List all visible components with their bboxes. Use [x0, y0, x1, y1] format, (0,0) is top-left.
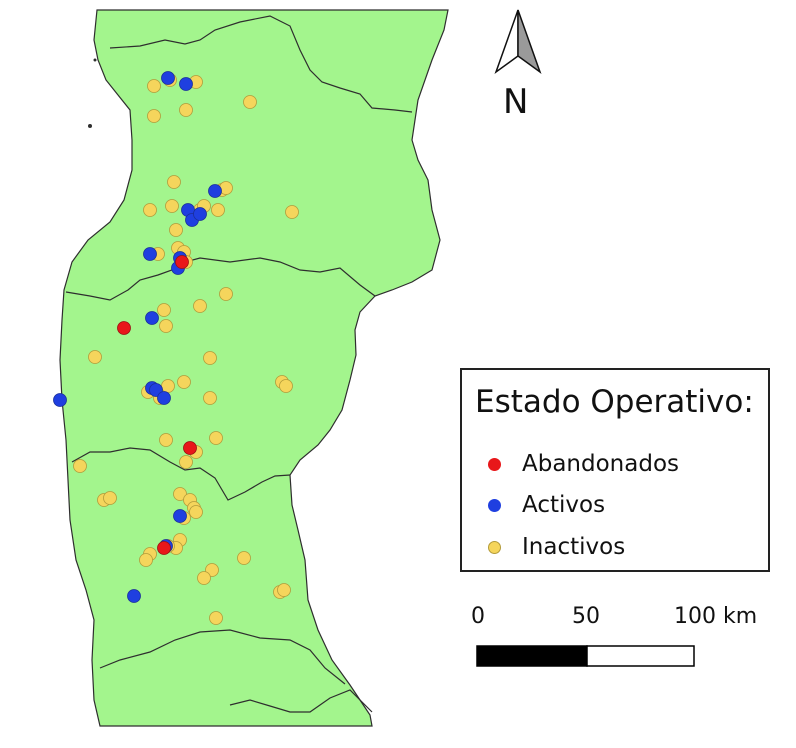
point-abandonado — [157, 541, 171, 555]
red-dot-icon — [488, 457, 501, 471]
legend-label: Activos — [522, 492, 606, 518]
point-inactivo — [139, 553, 153, 567]
point-inactivo — [179, 455, 193, 469]
point-inactivo — [103, 491, 117, 505]
legend-label: Inactivos — [522, 534, 626, 560]
point-inactivo — [279, 379, 293, 393]
point-inactivo — [73, 459, 87, 473]
point-inactivo — [277, 583, 291, 597]
point-inactivo — [159, 433, 173, 447]
point-inactivo — [193, 299, 207, 313]
legend-label: Abandonados — [522, 451, 680, 477]
scale-label-100: 100 km — [674, 604, 758, 629]
point-activo — [179, 77, 193, 91]
coast-speck — [93, 58, 97, 62]
region-borders — [65, 15, 413, 713]
north-label: N — [503, 82, 529, 122]
point-inactivo — [177, 375, 191, 389]
point-inactivo — [161, 379, 175, 393]
point-inactivo — [219, 287, 233, 301]
legend-item-abandonados: Abandonados — [488, 449, 679, 479]
coast-speck — [88, 124, 92, 128]
point-activo — [127, 589, 141, 603]
point-activo — [173, 509, 187, 523]
point-inactivo — [211, 203, 225, 217]
point-inactivo — [179, 103, 193, 117]
point-activo — [53, 393, 67, 407]
point-inactivo — [173, 487, 187, 501]
point-activo — [161, 71, 175, 85]
point-inactivo — [165, 199, 179, 213]
point-inactivo — [159, 319, 173, 333]
point-abandonado — [183, 441, 197, 455]
scale-label-0: 0 — [471, 604, 485, 629]
point-inactivo — [285, 205, 299, 219]
point-inactivo — [143, 203, 157, 217]
point-inactivo — [237, 551, 251, 565]
well-points — [53, 71, 299, 625]
legend: Estado Operativo: Abandonados Activos In… — [460, 368, 770, 572]
legend-item-inactivos: Inactivos — [488, 532, 625, 562]
point-inactivo — [147, 109, 161, 123]
point-inactivo — [203, 351, 217, 365]
point-activo — [145, 311, 159, 325]
legend-item-activos: Activos — [488, 490, 605, 520]
scale-bar — [476, 645, 695, 667]
point-inactivo — [189, 505, 203, 519]
land-region — [59, 9, 449, 727]
point-inactivo — [209, 431, 223, 445]
yellow-dot-icon — [488, 540, 501, 554]
scale-label-50: 50 — [572, 604, 600, 629]
point-inactivo — [157, 303, 171, 317]
point-activo — [143, 247, 157, 261]
point-inactivo — [147, 79, 161, 93]
north-arrow-icon — [494, 9, 542, 75]
point-inactivo — [88, 350, 102, 364]
point-inactivo — [169, 223, 183, 237]
point-inactivo — [167, 175, 181, 189]
point-activo — [157, 391, 171, 405]
legend-title: Estado Operativo: — [475, 384, 754, 420]
blue-dot-icon — [488, 498, 501, 512]
point-abandonado — [117, 321, 131, 335]
point-activo — [193, 207, 207, 221]
point-abandonado — [175, 255, 189, 269]
point-inactivo — [243, 95, 257, 109]
point-inactivo — [203, 391, 217, 405]
point-inactivo — [209, 611, 223, 625]
point-inactivo — [197, 571, 211, 585]
point-activo — [208, 184, 222, 198]
